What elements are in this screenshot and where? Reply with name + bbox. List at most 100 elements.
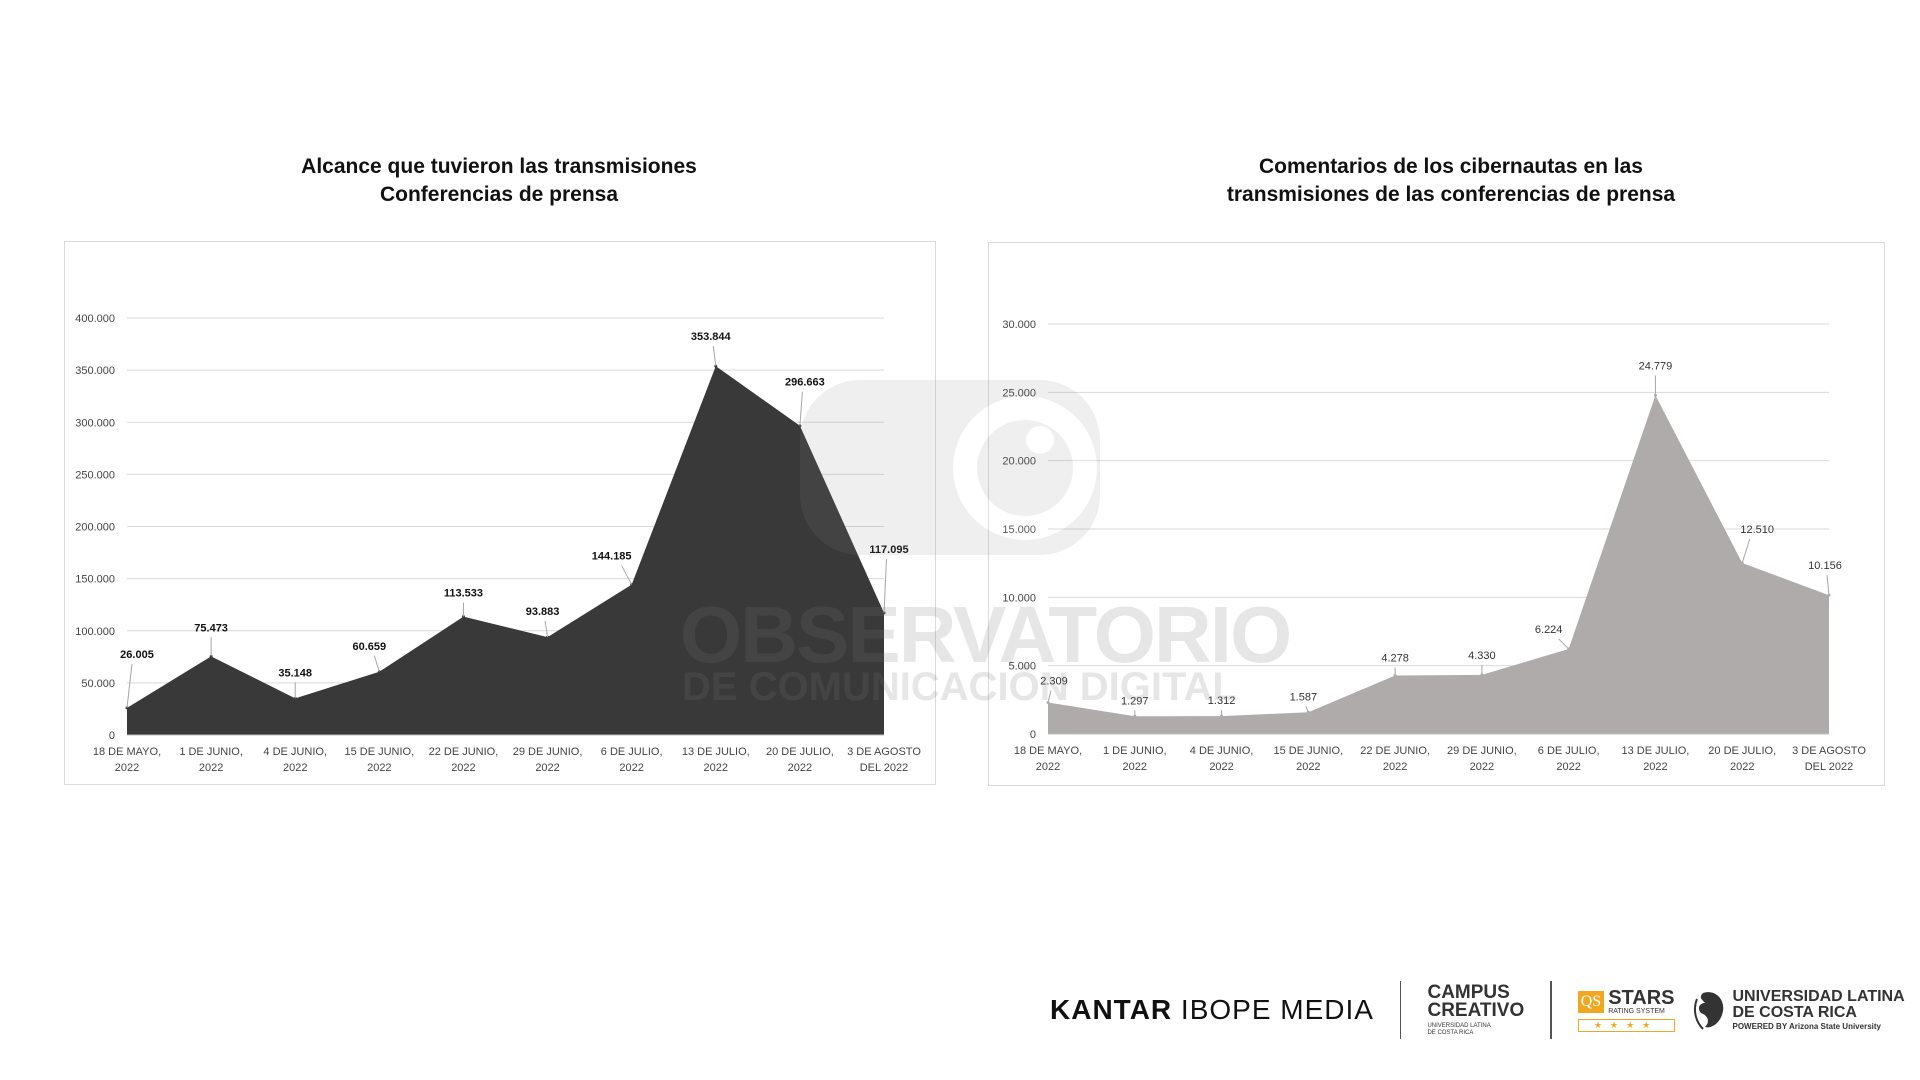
x-tick-label: 2022 <box>1209 761 1233 773</box>
x-tick-label: 2022 <box>1470 761 1494 773</box>
y-tick-label: 0 <box>1030 729 1036 741</box>
leader-line <box>621 565 633 585</box>
x-tick-label: 2022 <box>788 762 812 774</box>
x-tick-label: 2022 <box>1383 761 1407 773</box>
y-tick-label: 0 <box>109 730 115 742</box>
x-tick-label: 13 DE JULIO, <box>1622 745 1690 757</box>
y-tick-label: 350.000 <box>75 365 115 377</box>
data-label: 4.278 <box>1381 653 1409 665</box>
data-label: 1.312 <box>1208 695 1236 707</box>
x-tick-label: 3 DE AGOSTO <box>1792 745 1866 757</box>
title-line: Comentarios de los cibernautas en las <box>1259 155 1643 178</box>
footer-logos: KANTAR IBOPE MEDIA CAMPUS CREATIVO UNIVE… <box>1050 975 1905 1045</box>
watermark-subtitle: DE COMUNICACIÓN DIGITAL <box>682 665 1237 709</box>
leader-line <box>126 663 133 708</box>
data-label: 144.185 <box>592 551 632 563</box>
data-label: 75.473 <box>194 622 228 634</box>
data-label: 6.224 <box>1535 624 1563 636</box>
x-tick-label: 18 DE MAYO, <box>1014 745 1082 757</box>
data-label: 4.330 <box>1468 650 1496 662</box>
y-tick-label: 30.000 <box>1002 319 1036 331</box>
x-tick-label: 4 DE JUNIO, <box>263 746 327 758</box>
data-label: 296.663 <box>785 377 825 389</box>
y-tick-label: 20.000 <box>1002 456 1036 468</box>
x-tick-label: DEL 2022 <box>1805 761 1854 773</box>
area-series <box>1048 395 1829 734</box>
qs-stars-logo: QS STARS RATING SYSTEM ★★★★ <box>1577 986 1675 1032</box>
qs-stars-text: STARS <box>1608 986 1675 1009</box>
x-tick-label: 2022 <box>367 762 391 774</box>
x-tick-label: 22 DE JUNIO, <box>429 746 499 758</box>
x-tick-label: 15 DE JUNIO, <box>344 746 414 758</box>
x-tick-label: 2022 <box>535 762 559 774</box>
y-tick-label: 25.000 <box>1002 387 1036 399</box>
data-label: 93.883 <box>526 606 560 618</box>
x-tick-label: 22 DE JUNIO, <box>1360 745 1430 757</box>
title-line: Conferencias de prensa <box>379 183 619 206</box>
divider <box>1399 981 1402 1039</box>
y-tick-label: 50.000 <box>81 678 115 690</box>
data-label: 113.533 <box>444 588 483 600</box>
x-tick-label: 2022 <box>1730 761 1754 773</box>
data-label: 1.587 <box>1290 691 1318 703</box>
y-tick-label: 400.000 <box>75 313 115 325</box>
leader-line <box>544 621 549 638</box>
watermark-title: OBSERVATORIO <box>680 590 1292 679</box>
title-line: transmisiones de las conferencias de pre… <box>1226 183 1676 206</box>
campus-sub2: DE COSTA RICA <box>1427 1029 1474 1036</box>
ulatina-line2: DE COSTA RICA <box>1732 1003 1857 1021</box>
chart-title-right: Comentarios de los cibernautas en las tr… <box>1101 153 1801 209</box>
campus-line1: CAMPUS <box>1427 981 1510 1003</box>
x-tick-label: 6 DE JULIO, <box>601 746 663 758</box>
campus-creativo-logo: CAMPUS CREATIVO UNIVERSIDAD LATINA DE CO… <box>1427 981 1525 1037</box>
qs-badge: QS <box>1577 991 1605 1013</box>
y-tick-label: 5.000 <box>1008 661 1036 673</box>
x-tick-label: 2022 <box>451 762 475 774</box>
x-tick-label: 2022 <box>283 762 307 774</box>
x-tick-label: 2022 <box>704 762 728 774</box>
x-tick-label: 2022 <box>115 762 139 774</box>
leader-line <box>799 391 803 426</box>
kantar-bold: KANTAR <box>1050 994 1173 1025</box>
data-label: 24.779 <box>1639 360 1673 372</box>
campus-sub1: UNIVERSIDAD LATINA <box>1427 1022 1491 1029</box>
ulatina-sub: POWERED BY Arizona State University <box>1732 1021 1881 1031</box>
x-tick-label: 20 DE JULIO, <box>1708 745 1776 757</box>
x-tick-label: 18 DE MAYO, <box>93 746 161 758</box>
chart-title-left: Alcance que tuvieron las transmisiones C… <box>149 153 849 209</box>
x-tick-label: 2022 <box>1036 761 1060 773</box>
x-tick-label: 2022 <box>199 762 223 774</box>
x-tick-label: 1 DE JUNIO, <box>1103 745 1167 757</box>
x-tick-label: 2022 <box>1556 761 1580 773</box>
x-tick-label: 1 DE JUNIO, <box>179 746 243 758</box>
leader-line <box>1558 638 1570 650</box>
y-tick-label: 150.000 <box>75 574 115 586</box>
data-label: 60.659 <box>353 641 387 653</box>
leader-line <box>883 558 887 613</box>
data-label: 10.156 <box>1808 560 1842 572</box>
x-tick-label: DEL 2022 <box>860 762 909 774</box>
x-tick-label: 2022 <box>619 762 643 774</box>
data-label: 1.297 <box>1121 695 1149 707</box>
y-tick-label: 10.000 <box>1002 592 1036 604</box>
x-tick-label: 4 DE JUNIO, <box>1190 745 1254 757</box>
data-label: 2.309 <box>1040 675 1068 687</box>
data-label: 26.005 <box>120 649 154 661</box>
qs-rating-stars: ★★★★ <box>1577 1018 1675 1032</box>
data-label: 353.844 <box>691 331 732 343</box>
kantar-logo: KANTAR IBOPE MEDIA <box>1050 994 1374 1026</box>
y-tick-label: 250.000 <box>75 469 115 481</box>
data-label: 12.510 <box>1740 524 1774 536</box>
campus-line2: CREATIVO <box>1427 999 1525 1021</box>
x-tick-label: 6 DE JULIO, <box>1538 745 1600 757</box>
x-tick-label: 2022 <box>1643 761 1667 773</box>
y-tick-label: 200.000 <box>75 522 115 534</box>
divider <box>1550 981 1552 1039</box>
leader-line <box>373 655 380 672</box>
x-tick-label: 29 DE JUNIO, <box>1447 745 1517 757</box>
x-tick-label: 20 DE JULIO, <box>766 746 834 758</box>
globe-icon <box>1693 992 1723 1030</box>
ulatina-line1: UNIVERSIDAD LATINA <box>1732 987 1905 1005</box>
x-tick-label: 2022 <box>1123 761 1147 773</box>
